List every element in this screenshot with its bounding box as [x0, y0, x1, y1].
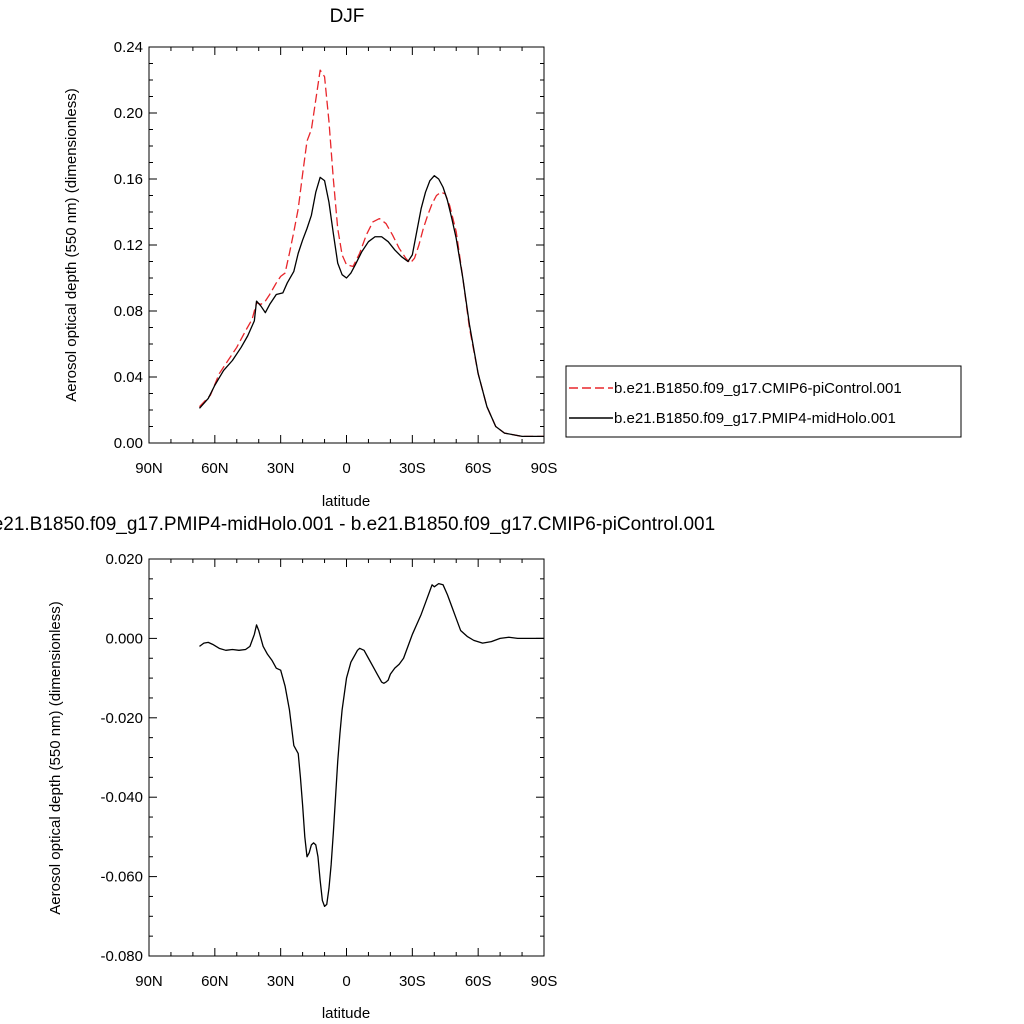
- plot1-series-line-1: [198, 175, 544, 438]
- y-tick-label: -0.040: [100, 789, 143, 806]
- plot2-axes: 90N 60N 30N 0 30S 60S 90S -0.080 -0.060 -0.040 -0.…: [100, 551, 557, 990]
- plot1-ylabel: Aerosol optical depth (550 nm) (dimensio…: [63, 88, 80, 401]
- x-tick-label: 60S: [465, 973, 492, 990]
- plot1-xlabel: latitude: [322, 493, 370, 510]
- x-tick-label: 30S: [399, 973, 426, 990]
- x-tick-label: 60N: [201, 460, 229, 477]
- aod-difference-plot: b.e21.B1850.f09_g17.PMIP4-midHolo.001 - …: [0, 514, 715, 1022]
- y-tick-label: -0.020: [100, 710, 143, 727]
- y-tick-label: 0.04: [114, 369, 143, 386]
- plot1-frame: [148, 46, 545, 444]
- x-tick-label: 90S: [531, 973, 558, 990]
- plot1-series-group: [198, 69, 544, 438]
- x-tick-label: 0: [342, 973, 350, 990]
- y-tick-label: 0.16: [114, 171, 143, 188]
- x-tick-label: 30N: [267, 460, 295, 477]
- y-tick-label: 0.20: [114, 105, 143, 122]
- y-tick-label: 0.00: [114, 435, 143, 452]
- y-tick-label: 0.000: [105, 630, 143, 647]
- y-tick-label: 0.08: [114, 303, 143, 320]
- plot2-frame: [148, 558, 545, 957]
- plot2-xlabel: latitude: [322, 1005, 370, 1022]
- legend-label-picontrol: b.e21.B1850.f09_g17.CMIP6-piControl.001: [614, 380, 902, 397]
- legend-box: [565, 365, 962, 438]
- plot2-series-group: [199, 582, 544, 908]
- x-tick-label: 90N: [135, 460, 163, 477]
- x-tick-label: 30N: [267, 973, 295, 990]
- y-tick-label: -0.080: [100, 948, 143, 965]
- plot1-axes: 90N 60N 30N 0 30S 60S 90S 0.00 0.04 0.08 0.12 0.16 0…: [114, 39, 558, 477]
- legend-label-midholo: b.e21.B1850.f09_g17.PMIP4-midHolo.001: [614, 410, 896, 427]
- x-tick-label: 60S: [465, 460, 492, 477]
- legend: b.e21.B1850.f09_g17.CMIP6-piControl.001 …: [565, 365, 962, 438]
- plot2-series-line-0: [199, 582, 544, 908]
- plot1-title: DJF: [330, 6, 365, 27]
- y-tick-label: -0.060: [100, 869, 143, 886]
- y-tick-label: 0.12: [114, 237, 143, 254]
- plot1-series-line-0: [198, 69, 544, 438]
- x-tick-label: 0: [342, 460, 350, 477]
- x-tick-label: 30S: [399, 460, 426, 477]
- x-tick-label: 90S: [531, 460, 558, 477]
- y-tick-label: 0.020: [105, 551, 143, 568]
- plot2-title: b.e21.B1850.f09_g17.PMIP4-midHolo.001 - …: [0, 514, 715, 535]
- y-tick-label: 0.24: [114, 39, 143, 56]
- x-tick-label: 90N: [135, 973, 163, 990]
- aod-zonal-mean-plot: DJF 90N 60N 30N 0 30S 60S 90S 0.00 0.04 0.08 0.12 0…: [63, 6, 557, 510]
- plot2-ylabel: Aerosol optical depth (550 nm) (dimensio…: [47, 601, 64, 914]
- x-tick-label: 60N: [201, 973, 229, 990]
